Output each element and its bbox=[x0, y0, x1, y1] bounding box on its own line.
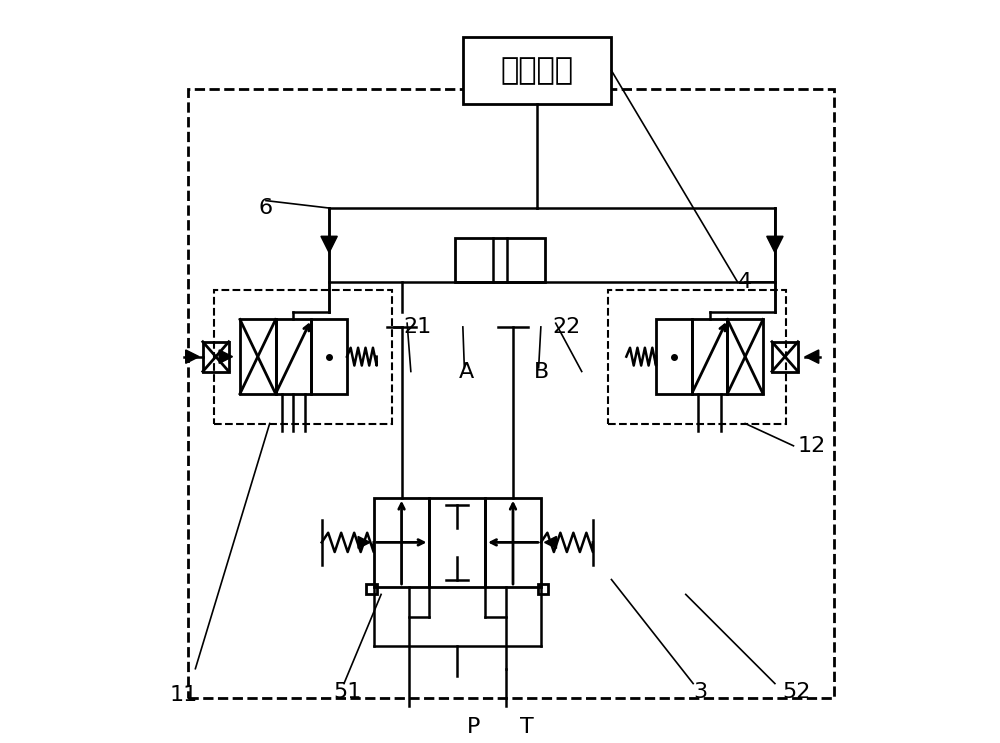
Text: 4: 4 bbox=[738, 273, 752, 292]
Text: 6: 6 bbox=[259, 198, 273, 218]
Bar bbox=[188, 89, 834, 698]
Polygon shape bbox=[767, 236, 783, 253]
Text: T: T bbox=[520, 717, 534, 736]
Polygon shape bbox=[805, 350, 819, 363]
Bar bbox=[727, 319, 763, 394]
Bar bbox=[214, 290, 392, 424]
Text: 22: 22 bbox=[552, 317, 580, 337]
Bar bbox=[240, 319, 276, 394]
Text: 11: 11 bbox=[169, 685, 198, 704]
Text: 21: 21 bbox=[403, 317, 432, 337]
Bar bbox=[485, 498, 541, 587]
Text: 12: 12 bbox=[797, 436, 825, 455]
Bar bbox=[311, 319, 347, 394]
Bar bbox=[429, 498, 485, 587]
Bar bbox=[366, 584, 377, 594]
Text: 51: 51 bbox=[333, 683, 361, 702]
Bar bbox=[463, 37, 611, 104]
Polygon shape bbox=[545, 536, 556, 548]
Bar bbox=[692, 319, 727, 394]
Text: 控制单元: 控制单元 bbox=[501, 56, 574, 85]
Polygon shape bbox=[321, 236, 337, 253]
Polygon shape bbox=[186, 350, 199, 363]
Bar bbox=[656, 319, 692, 394]
Text: P: P bbox=[467, 717, 480, 736]
Bar bbox=[455, 238, 545, 282]
Text: 52: 52 bbox=[782, 683, 811, 702]
Bar bbox=[538, 584, 548, 594]
Bar bbox=[276, 319, 311, 394]
Polygon shape bbox=[219, 350, 233, 363]
Bar bbox=[203, 342, 229, 372]
Polygon shape bbox=[358, 536, 370, 548]
Bar bbox=[374, 498, 429, 587]
Bar bbox=[608, 290, 786, 424]
Text: 3: 3 bbox=[693, 683, 707, 702]
Text: A: A bbox=[459, 362, 474, 381]
Text: B: B bbox=[533, 362, 549, 381]
Bar bbox=[772, 342, 798, 372]
